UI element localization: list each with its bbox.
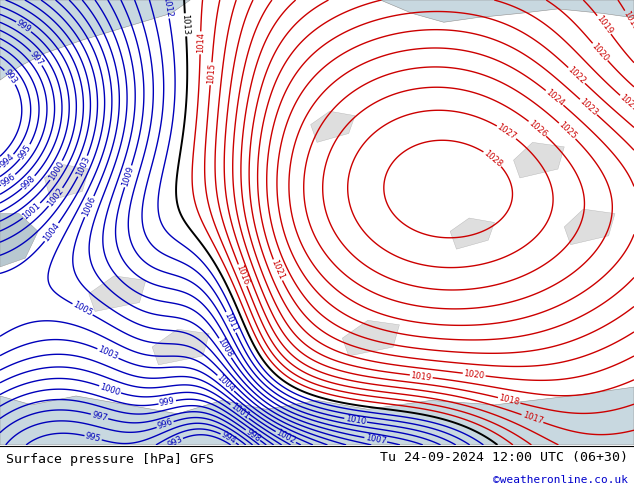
- Text: 1024: 1024: [544, 88, 566, 108]
- Text: 1012: 1012: [161, 0, 174, 18]
- Text: 1002: 1002: [275, 428, 297, 446]
- Text: 1017: 1017: [521, 411, 544, 426]
- Text: 1003: 1003: [74, 155, 91, 178]
- Polygon shape: [514, 143, 564, 178]
- Text: 1004: 1004: [215, 373, 236, 393]
- Text: Surface pressure [hPa] GFS: Surface pressure [hPa] GFS: [6, 453, 214, 466]
- Text: 1003: 1003: [96, 345, 119, 362]
- Text: 995: 995: [17, 143, 34, 161]
- Polygon shape: [450, 218, 495, 249]
- Text: 993: 993: [2, 68, 18, 86]
- Text: 1000: 1000: [99, 382, 122, 397]
- Text: 1009: 1009: [120, 165, 136, 188]
- Text: 999: 999: [158, 396, 176, 408]
- Text: ©weatheronline.co.uk: ©weatheronline.co.uk: [493, 475, 628, 485]
- Text: 1019: 1019: [410, 370, 432, 382]
- Text: 1015: 1015: [206, 63, 216, 85]
- Text: 993: 993: [166, 435, 184, 450]
- Polygon shape: [44, 165, 89, 200]
- Text: 995: 995: [84, 432, 102, 444]
- Text: 1028: 1028: [482, 148, 504, 169]
- Polygon shape: [311, 111, 355, 143]
- Text: 1022: 1022: [566, 65, 587, 86]
- Text: 1021: 1021: [618, 93, 634, 113]
- Text: 1007: 1007: [365, 433, 387, 446]
- Text: 1023: 1023: [578, 97, 599, 118]
- Text: 1000: 1000: [47, 159, 66, 182]
- Polygon shape: [0, 214, 38, 267]
- Text: 1001: 1001: [21, 200, 42, 221]
- Polygon shape: [0, 387, 634, 445]
- Text: 994: 994: [219, 430, 238, 446]
- Polygon shape: [380, 0, 634, 22]
- Polygon shape: [89, 276, 146, 312]
- Text: 998: 998: [20, 173, 37, 191]
- Text: 998: 998: [244, 427, 262, 443]
- Text: 1008: 1008: [216, 337, 235, 359]
- Text: 1020: 1020: [463, 369, 485, 380]
- Text: 1005: 1005: [71, 300, 94, 318]
- Text: 997: 997: [91, 410, 108, 423]
- Text: 1027: 1027: [495, 122, 518, 142]
- Text: 1010: 1010: [344, 414, 366, 426]
- Text: 1016: 1016: [235, 264, 250, 287]
- Text: 996: 996: [156, 417, 174, 431]
- Polygon shape: [342, 320, 399, 356]
- Text: 1026: 1026: [527, 118, 548, 139]
- Text: 1006: 1006: [81, 195, 98, 218]
- Text: 997: 997: [29, 49, 45, 67]
- Text: 1001: 1001: [228, 402, 250, 421]
- Polygon shape: [0, 0, 190, 80]
- Text: 999: 999: [15, 19, 33, 35]
- Text: 1014: 1014: [196, 32, 205, 53]
- Text: 1020: 1020: [590, 41, 611, 63]
- Polygon shape: [564, 209, 615, 245]
- Text: 1004: 1004: [42, 221, 61, 244]
- Polygon shape: [152, 329, 209, 365]
- Text: 1011: 1011: [223, 311, 240, 334]
- Text: 994: 994: [0, 152, 16, 170]
- Text: 996: 996: [0, 172, 17, 188]
- Text: 1018: 1018: [498, 393, 521, 407]
- Text: 1013: 1013: [181, 14, 191, 36]
- Text: 1018: 1018: [621, 9, 634, 32]
- Text: 1002: 1002: [46, 186, 66, 208]
- Text: 1019: 1019: [594, 14, 614, 36]
- Text: 1025: 1025: [557, 121, 578, 142]
- Text: 1021: 1021: [269, 259, 286, 281]
- Text: Tu 24-09-2024 12:00 UTC (06+30): Tu 24-09-2024 12:00 UTC (06+30): [380, 451, 628, 464]
